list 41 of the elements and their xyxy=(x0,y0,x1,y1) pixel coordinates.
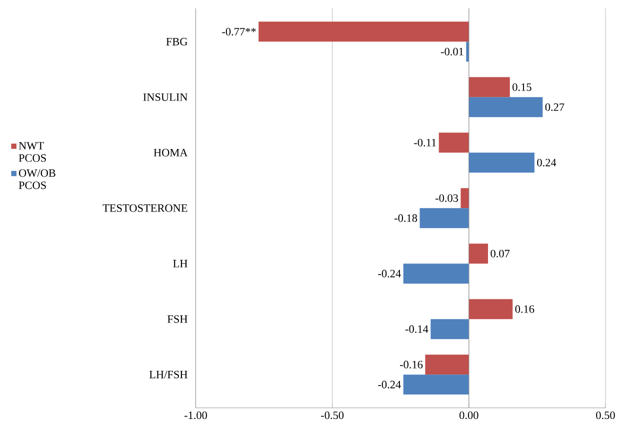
y-tick-label: INSULIN xyxy=(143,94,188,102)
y-tick-label: HOMA xyxy=(154,149,188,157)
data-label: -0.24 xyxy=(378,270,401,278)
y-tick-label: LH xyxy=(173,260,188,268)
bar xyxy=(468,152,534,173)
data-label: 0.16 xyxy=(515,305,534,314)
bar xyxy=(468,77,510,98)
data-label: -0.14 xyxy=(405,325,428,334)
bar xyxy=(468,299,513,320)
bar xyxy=(258,22,469,42)
data-label: -0.16 xyxy=(400,360,423,369)
bar xyxy=(468,244,488,264)
data-label: -0.18 xyxy=(394,214,418,222)
data-label: -0.03 xyxy=(435,194,458,202)
y-tick-label: LH/FSH xyxy=(149,371,188,379)
bar xyxy=(403,374,469,395)
x-tick-label: -0.50 xyxy=(321,412,344,420)
data-label: 0.07 xyxy=(490,250,510,258)
data-label: -0.77** xyxy=(222,28,256,36)
bar xyxy=(438,132,469,153)
legend-label: OW/OB PCOS xyxy=(18,170,56,190)
bar xyxy=(468,97,543,118)
data-label: 0.15 xyxy=(512,84,532,92)
x-tick-label: -1.00 xyxy=(184,412,207,420)
bar xyxy=(403,264,469,284)
bar xyxy=(420,208,469,228)
y-tick-label: TESTOSTERONE xyxy=(102,204,188,212)
y-tick-label: FBG xyxy=(166,38,188,46)
x-tick-label: 0.00 xyxy=(460,412,478,420)
data-label: -0.24 xyxy=(378,380,401,389)
bar xyxy=(430,319,469,340)
data-label: 0.27 xyxy=(545,104,564,112)
data-label: -0.11 xyxy=(414,139,436,147)
y-tick-label: FSH xyxy=(167,316,188,324)
data-label: 0.24 xyxy=(537,159,556,167)
legend-label: NWT PCOS xyxy=(18,142,46,162)
bar xyxy=(460,188,469,208)
bar xyxy=(466,42,469,62)
bar xyxy=(425,354,469,375)
data-label: -0.01 xyxy=(440,48,464,56)
x-tick-label: 0.50 xyxy=(596,412,615,420)
